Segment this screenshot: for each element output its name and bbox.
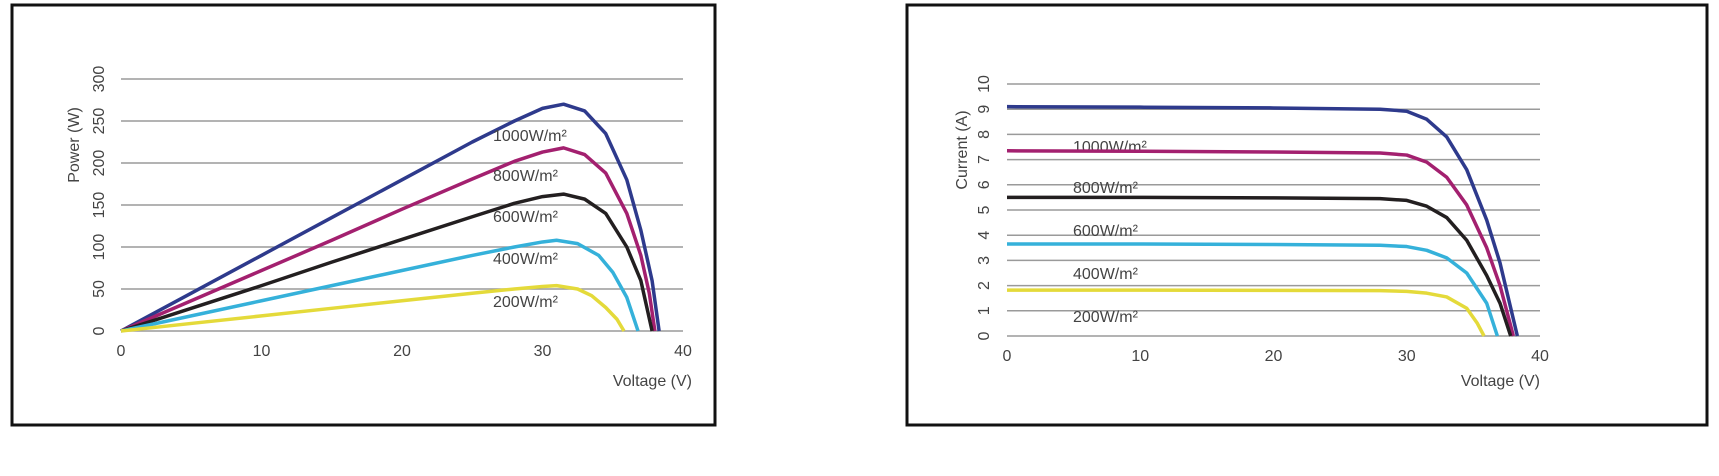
y-tick-label: 50 (91, 280, 108, 298)
series-label: 600W/m² (1073, 223, 1139, 240)
y-axis-label: Current (A) (954, 110, 971, 189)
x-tick-label: 10 (253, 343, 271, 360)
series-line (120, 283, 626, 333)
x-tick-label: 0 (1003, 348, 1012, 365)
series-label: 1000W/m² (493, 128, 567, 145)
series-line (1006, 149, 1516, 337)
y-tick-label: 150 (91, 192, 108, 219)
x-tick-label: 0 (117, 343, 126, 360)
x-tick-label: 40 (1531, 348, 1549, 365)
y-axis-label: Power (W) (66, 107, 83, 183)
y-tick-label: 5 (976, 205, 993, 214)
y-tick-label: 3 (976, 256, 993, 265)
panel-frame (10, 3, 717, 427)
series-line (1006, 104, 1520, 337)
x-tick-label: 20 (1265, 348, 1283, 365)
x-tick-label: 10 (1131, 348, 1149, 365)
series-label: 600W/m² (493, 209, 559, 226)
y-tick-label: 4 (976, 231, 993, 240)
y-tick-label: 8 (976, 130, 993, 139)
y-tick-label: 250 (91, 108, 108, 135)
series-label: 1000W/m² (1073, 139, 1147, 156)
series-label: 800W/m² (1073, 180, 1139, 197)
y-tick-label: 0 (91, 326, 108, 335)
series-line (120, 146, 657, 333)
series-line (120, 102, 661, 333)
series-label: 800W/m² (493, 168, 559, 185)
x-tick-label: 20 (393, 343, 411, 360)
x-tick-label: 40 (674, 343, 692, 360)
y-tick-label: 9 (976, 105, 993, 114)
panel-frame (905, 3, 1709, 427)
y-tick-label: 6 (976, 180, 993, 189)
series-line (1007, 242, 1500, 337)
series-label: 200W/m² (493, 294, 559, 311)
series-label: 400W/m² (493, 251, 559, 268)
series-line (1007, 288, 1486, 337)
series-line (1007, 195, 1513, 337)
y-tick-label: 2 (976, 281, 993, 290)
series-line (120, 238, 640, 333)
y-tick-label: 100 (91, 234, 108, 261)
y-tick-label: 0 (976, 331, 993, 340)
series-line (120, 192, 654, 333)
y-tick-label: 300 (91, 66, 108, 93)
x-axis-label: Voltage (V) (613, 373, 692, 390)
x-tick-label: 30 (1398, 348, 1416, 365)
y-tick-label: 1 (976, 306, 993, 315)
x-axis-label: Voltage (V) (1461, 373, 1540, 390)
y-tick-label: 7 (976, 155, 993, 164)
series-label: 200W/m² (1073, 309, 1139, 326)
x-tick-label: 30 (534, 343, 552, 360)
y-tick-label: 10 (976, 75, 993, 93)
y-tick-label: 200 (91, 150, 108, 177)
series-label: 400W/m² (1073, 266, 1139, 283)
